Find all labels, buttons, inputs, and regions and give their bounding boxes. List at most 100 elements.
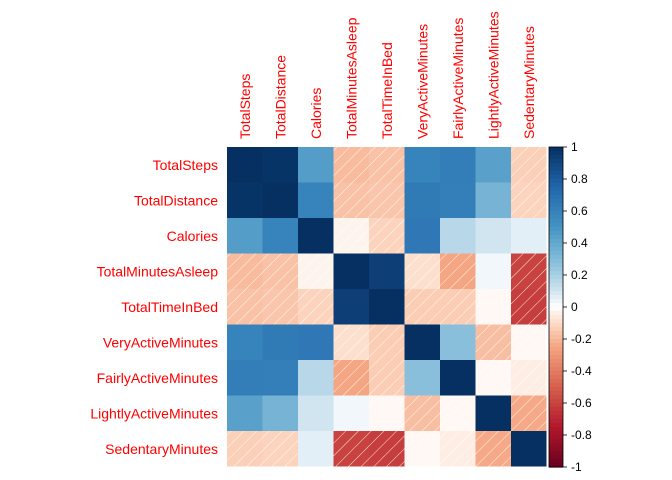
colorbar-tick-label: 0.6	[571, 204, 588, 218]
heatmap-cell-hatch	[227, 289, 263, 325]
heatmap-cell-hatch	[440, 289, 476, 325]
heatmap-cell-hatch	[369, 218, 405, 254]
heatmap-cell-VeryActiveMinutes-Calories	[298, 324, 334, 360]
colorbar-segment	[549, 415, 563, 420]
colorbar-segment	[549, 339, 563, 344]
colorbar-segment	[549, 195, 563, 200]
heatmap-cell-TotalDistance-TotalSteps	[227, 182, 263, 218]
heatmap-cell-TotalSteps-TotalSteps	[227, 147, 263, 183]
heatmap-cell-hatch	[298, 253, 334, 289]
colorbar-segment	[549, 379, 563, 384]
heatmap-cell-hatch	[440, 431, 476, 467]
colorbar-segment	[549, 383, 563, 388]
column-label-SedentaryMinutes: SedentaryMinutes	[521, 26, 537, 139]
colorbar-segment	[549, 259, 563, 264]
colorbar-segment	[549, 367, 563, 372]
heatmap-cell-hatch	[404, 395, 440, 431]
heatmap-cell-hatch	[369, 324, 405, 360]
heatmap-cell-hatch	[369, 360, 405, 396]
heatmap-cell-Calories-LightlyActiveMinutes	[475, 218, 511, 254]
colorbar-tick-label: 0.8	[571, 172, 588, 186]
column-label-LightlyActiveMinutes: LightlyActiveMinutes	[485, 11, 501, 139]
colorbar-segment	[549, 203, 563, 208]
colorbar-segment	[549, 443, 563, 448]
heatmap-cell-hatch	[333, 360, 369, 396]
colorbar-segment	[549, 231, 563, 236]
heatmap-cell-hatch	[262, 289, 298, 325]
colorbar-segment	[549, 439, 563, 444]
colorbar-segment	[549, 247, 563, 252]
colorbar-segment	[549, 395, 563, 400]
row-label-TotalTimeInBed: TotalTimeInBed	[121, 299, 218, 315]
colorbar-segment	[549, 311, 563, 316]
heatmap-cell-hatch	[475, 289, 511, 325]
heatmap-cell-hatch	[369, 431, 405, 467]
colorbar-segment	[549, 159, 563, 164]
heatmap-cell-hatch	[369, 147, 405, 183]
colorbar-segment	[549, 151, 563, 156]
heatmap-cell-TotalDistance-FairlyActiveMinutes	[440, 182, 476, 218]
colorbar-segment	[549, 451, 563, 456]
colorbar-tick-label: -0.2	[571, 332, 592, 346]
colorbar-segment	[549, 331, 563, 336]
colorbar-segment	[549, 223, 563, 228]
colorbar-segment	[549, 315, 563, 320]
colorbar-segment	[549, 167, 563, 172]
heatmap-cell-hatch	[404, 431, 440, 467]
colorbar-segment	[549, 327, 563, 332]
row-label-FairlyActiveMinutes: FairlyActiveMinutes	[97, 370, 218, 386]
heatmap-cell-hatch	[511, 289, 547, 325]
colorbar-segment	[549, 375, 563, 380]
heatmap-cell-hatch	[333, 182, 369, 218]
colorbar-segment	[549, 359, 563, 364]
heatmap-cell-Calories-FairlyActiveMinutes	[440, 218, 476, 254]
heatmap-cell-TotalSteps-FairlyActiveMinutes	[440, 147, 476, 183]
colorbar-segment	[549, 251, 563, 256]
heatmap-cell-hatch	[369, 395, 405, 431]
colorbar-segment	[549, 335, 563, 340]
colorbar-tick-label: -1	[571, 460, 582, 474]
heatmap-cell-LightlyActiveMinutes-TotalDistance	[262, 395, 298, 431]
column-label-FairlyActiveMinutes: FairlyActiveMinutes	[450, 18, 466, 139]
colorbar-tick-label: 0.2	[571, 268, 588, 282]
colorbar-tick-label: 0	[571, 300, 578, 314]
row-label-TotalMinutesAsleep: TotalMinutesAsleep	[97, 263, 219, 279]
heatmap-cell-hatch	[227, 253, 263, 289]
heatmap-cell-hatch	[298, 289, 334, 325]
colorbar-segment	[549, 447, 563, 452]
colorbar: 1 0.8 0.6 0.4 0.2 0 -0.2 -0.4 -0.6 -0.8 -1	[548, 140, 592, 474]
column-label-Calories: Calories	[308, 88, 324, 139]
heatmap-cell-hatch	[333, 218, 369, 254]
heatmap-cell-FairlyActiveMinutes-FairlyActiveMinutes	[440, 360, 476, 396]
heatmap-cell-Calories-Calories	[298, 218, 334, 254]
column-label-TotalSteps: TotalSteps	[237, 74, 253, 139]
heatmap-cell-LightlyActiveMinutes-LightlyActiveMinutes	[475, 395, 511, 431]
colorbar-segment	[549, 219, 563, 224]
colorbar-segment	[549, 455, 563, 460]
colorbar-segment	[549, 411, 563, 416]
colorbar-segment	[549, 435, 563, 440]
heatmap-cell-TotalDistance-VeryActiveMinutes	[404, 182, 440, 218]
colorbar-tick-label: -0.4	[571, 364, 592, 378]
heatmap-cell-TotalSteps-LightlyActiveMinutes	[475, 147, 511, 183]
colorbar-segment	[549, 363, 563, 368]
colorbar-segment	[549, 211, 563, 216]
row-label-SedentaryMinutes: SedentaryMinutes	[105, 441, 218, 457]
column-label-TotalTimeInBed: TotalTimeInBed	[379, 42, 395, 139]
colorbar-segment	[549, 459, 563, 464]
colorbar-segment	[549, 179, 563, 184]
heatmap-cell-hatch	[511, 182, 547, 218]
colorbar-segment	[549, 239, 563, 244]
colorbar-tick-label: -0.6	[571, 396, 592, 410]
heatmap-cell-LightlyActiveMinutes-TotalMinutesAsleep	[333, 395, 369, 431]
heatmap-cell-TotalSteps-Calories	[298, 147, 334, 183]
colorbar-segment	[549, 275, 563, 280]
heatmap-cell-TotalSteps-TotalDistance	[262, 147, 298, 183]
colorbar-segment	[549, 271, 563, 276]
colorbar-segment	[549, 191, 563, 196]
colorbar-segment	[549, 323, 563, 328]
colorbar-segment	[549, 207, 563, 212]
colorbar-segment	[549, 319, 563, 324]
heatmap-cell-SedentaryMinutes-SedentaryMinutes	[511, 431, 547, 467]
